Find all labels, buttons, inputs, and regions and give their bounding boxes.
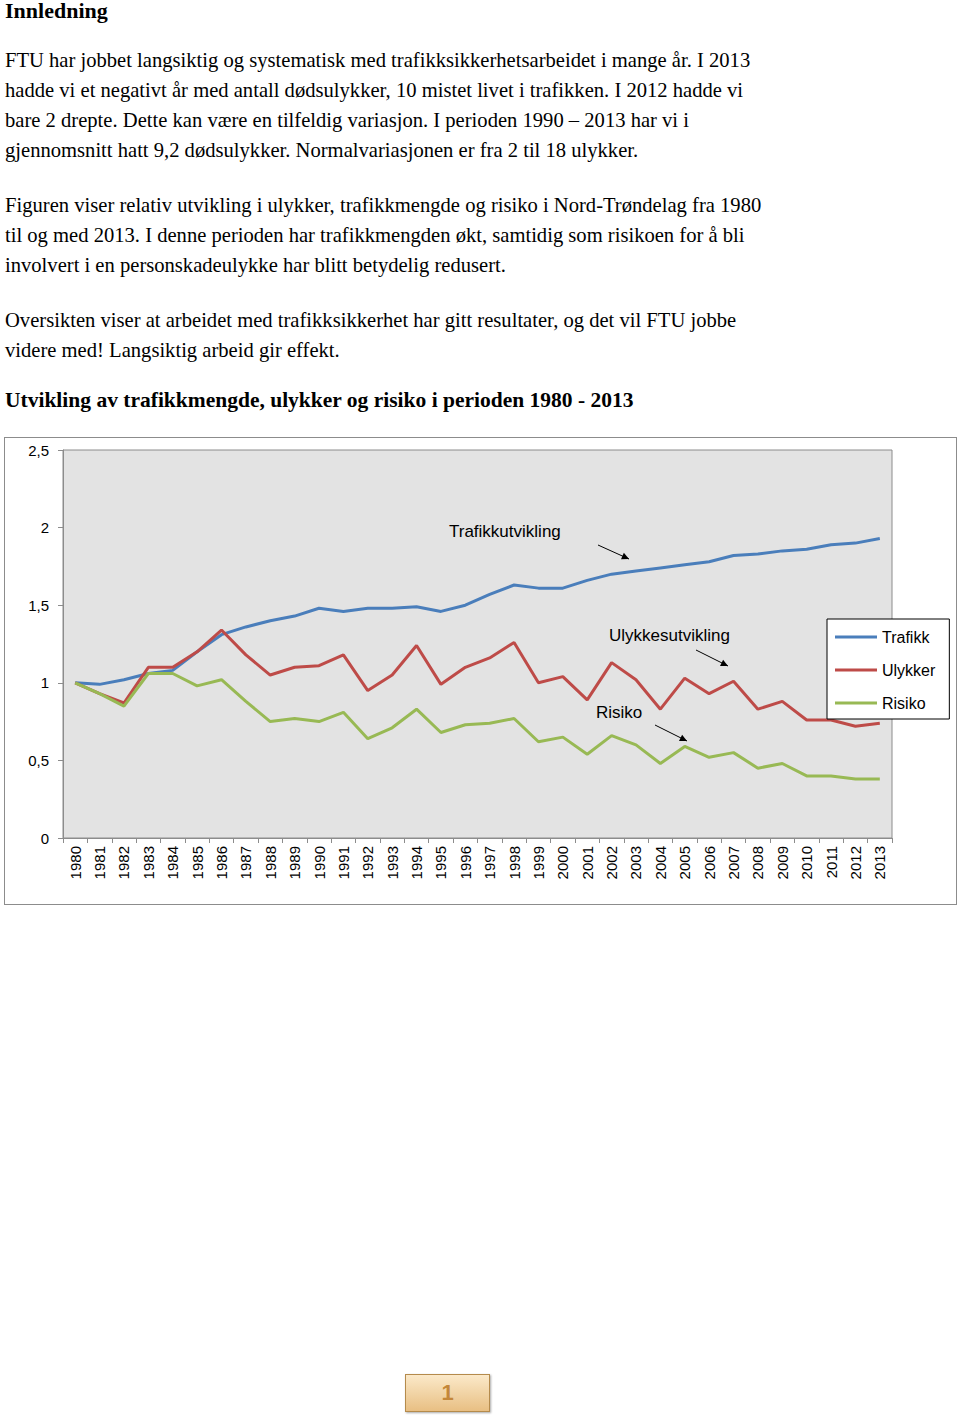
svg-text:2003: 2003 [627,846,644,879]
svg-text:1996: 1996 [457,846,474,879]
svg-text:2002: 2002 [603,846,620,879]
svg-text:2000: 2000 [554,846,571,879]
svg-text:1995: 1995 [432,846,449,879]
svg-text:1982: 1982 [115,846,132,879]
svg-text:Trafikkutvikling: Trafikkutvikling [449,522,561,541]
svg-text:1999: 1999 [530,846,547,879]
svg-text:2008: 2008 [749,846,766,879]
svg-text:1,5: 1,5 [28,597,49,614]
html-text:hadde vi et negativt år med an: hadde vi et negativt år med antall dødsu… [5,79,744,101]
svg-text:Risiko: Risiko [882,695,926,712]
svg-text:1998: 1998 [506,846,523,879]
svg-text:1997: 1997 [481,846,498,879]
html-text:gjennomsnitt hatt 9,2 dødsulyk: gjennomsnitt hatt 9,2 dødsulykker. Norma… [5,139,639,161]
svg-text:1992: 1992 [359,846,376,879]
html-text:til og med 2013. I denne perio: til og med 2013. I denne perioden har tr… [5,224,745,246]
svg-text:2007: 2007 [725,846,742,879]
svg-text:2009: 2009 [774,846,791,879]
svg-text:2001: 2001 [579,846,596,879]
svg-text:2013: 2013 [871,846,888,879]
svg-text:1994: 1994 [408,846,425,879]
html-text:videre med! Langsiktig arbeid: videre med! Langsiktig arbeid gir effekt… [5,339,340,361]
svg-text:1989: 1989 [286,846,303,879]
svg-text:1981: 1981 [91,846,108,879]
html-text:1: 1 [441,1380,454,1405]
html-text:Utvikling av trafikkmengde, ul: Utvikling av trafikkmengde, ulykker og r… [5,388,634,412]
svg-text:0: 0 [41,830,49,847]
svg-text:2006: 2006 [701,846,718,879]
svg-text:1988: 1988 [262,846,279,879]
html-text:FTU har jobbet langsiktig og s: FTU har jobbet langsiktig og systematisk… [5,49,751,71]
svg-text:2: 2 [41,519,49,536]
html-text:involvert i en personskadeulyk: involvert i en personskadeulykke har bli… [5,254,506,276]
svg-text:Risiko: Risiko [596,703,642,722]
svg-text:1986: 1986 [213,846,230,879]
html-text:Oversikten viser at arbeidet m: Oversikten viser at arbeidet med trafikk… [5,309,737,331]
svg-text:2004: 2004 [652,846,669,879]
svg-text:1980: 1980 [67,846,84,879]
svg-text:1993: 1993 [384,846,401,879]
svg-text:Ulykker: Ulykker [882,662,936,679]
svg-text:2005: 2005 [676,846,693,879]
svg-text:1990: 1990 [311,846,328,879]
svg-text:1987: 1987 [237,846,254,879]
svg-text:1: 1 [41,674,49,691]
svg-text:1985: 1985 [189,846,206,879]
html-text:bare 2 drepte. Dette kan være: bare 2 drepte. Dette kan være en tilfeld… [5,109,689,131]
svg-text:0,5: 0,5 [28,752,49,769]
svg-text:Ulykkesutvikling: Ulykkesutvikling [609,626,730,645]
svg-text:1984: 1984 [164,846,181,879]
html-text:Figuren viser relativ utviklin: Figuren viser relativ utvikling i ulykke… [5,194,762,216]
svg-text:1983: 1983 [140,846,157,879]
svg-text:2,5: 2,5 [28,442,49,459]
svg-text:2010: 2010 [798,846,815,879]
svg-text:2011: 2011 [823,846,840,878]
svg-text:1991: 1991 [335,846,352,879]
svg-text:Trafikk: Trafikk [882,629,930,646]
svg-text:2012: 2012 [847,846,864,879]
